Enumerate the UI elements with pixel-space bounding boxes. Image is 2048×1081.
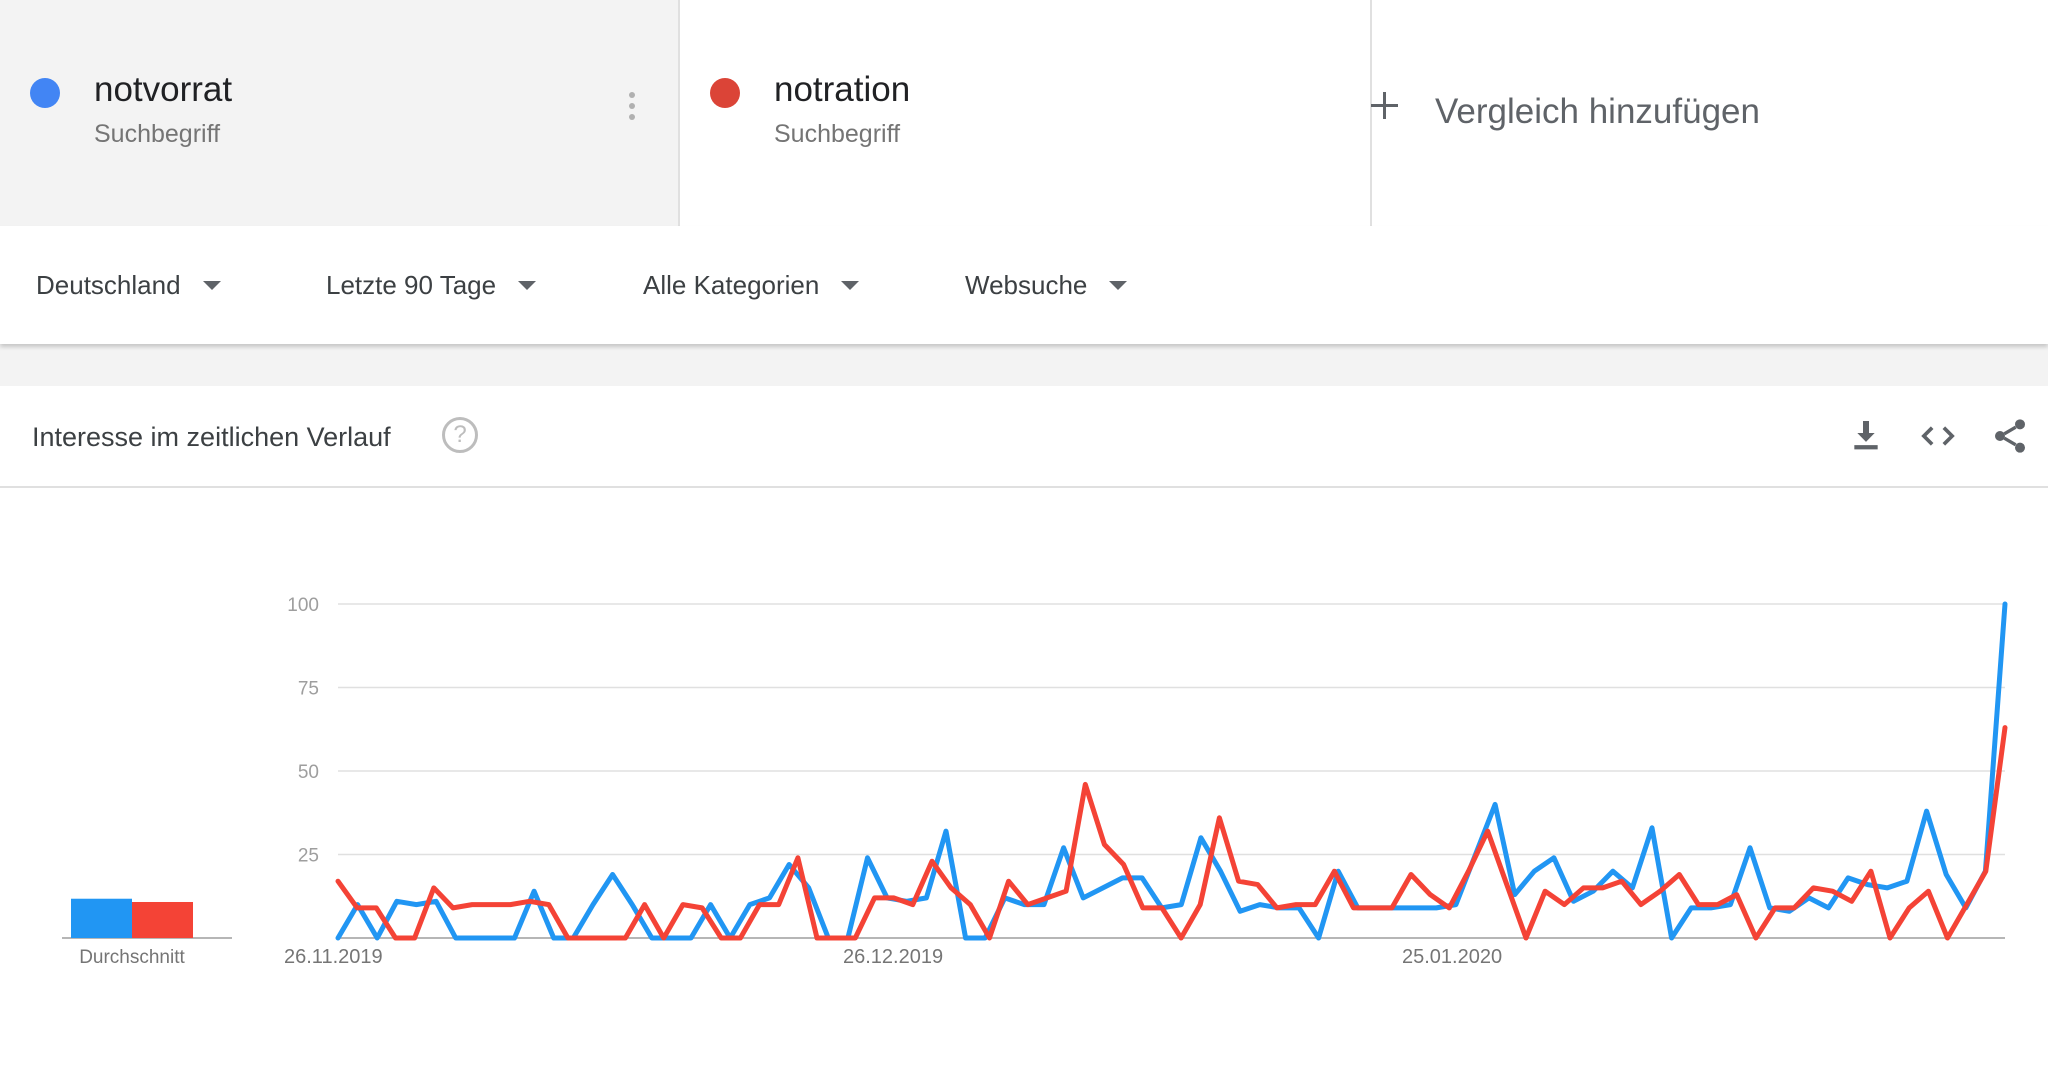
y-tick-label: 75 [298, 679, 319, 700]
y-tick-label: 100 [287, 595, 319, 616]
category-filter-label: Alle Kategorien [643, 270, 820, 300]
line-chart: 100 75 50 25 26.11.2019 26.12.2019 25.01.2020 D… [62, 595, 2008, 968]
widget-title: Interesse im zeitlichen Verlauf [32, 422, 391, 452]
section-separator [0, 344, 2048, 386]
x-date-label: 25.01.2020 [1402, 946, 1502, 968]
term-name[interactable]: notration [774, 70, 911, 109]
filter-bar: Deutschland Letzte 90 Tage Alle Kategori… [0, 226, 2048, 344]
term-subtitle: Suchbegriff [774, 120, 901, 148]
dropdown-arrow-icon [202, 281, 221, 290]
term-card-notration[interactable]: notration Suchbegriff [680, 0, 1372, 226]
term-card-notvorrat[interactable]: notvorrat Suchbegriff [0, 0, 680, 226]
dropdown-arrow-icon [841, 281, 860, 290]
y-tick-label: 50 [298, 762, 319, 783]
term-color-dot-blue [30, 78, 60, 108]
average-bar [71, 898, 132, 938]
average-label: Durchschnitt [79, 947, 185, 968]
share-icon[interactable] [1990, 416, 2030, 456]
y-tick-label: 25 [298, 846, 319, 867]
embed-icon[interactable] [1918, 416, 1958, 456]
search-type-filter-dropdown[interactable]: Websuche [965, 270, 1128, 301]
interest-over-time-widget: Interesse im zeitlichen Verlauf ? 100 75 5… [0, 386, 2048, 1081]
term-color-dot-red [710, 78, 740, 108]
term-name[interactable]: notvorrat [94, 70, 233, 109]
help-icon[interactable]: ? [442, 417, 478, 453]
category-filter-dropdown[interactable]: Alle Kategorien [643, 270, 860, 301]
compare-terms-bar: notvorrat Suchbegriff notration Suchbegr… [0, 0, 2048, 226]
series-line-notvorrat [335, 601, 2008, 941]
search-type-filter-label: Websuche [965, 270, 1088, 300]
term-subtitle: Suchbegriff [94, 120, 221, 148]
region-filter-label: Deutschland [36, 270, 181, 300]
dropdown-arrow-icon [1109, 281, 1128, 290]
period-filter-dropdown[interactable]: Letzte 90 Tage [326, 270, 537, 301]
add-comparison-label[interactable]: Vergleich hinzufügen [1435, 92, 1760, 131]
widget-header: Interesse im zeitlichen Verlauf ? [0, 386, 2048, 488]
x-date-label: 26.12.2019 [843, 946, 943, 968]
interest-chart: 100 75 50 25 26.11.2019 26.12.2019 25.01.2020 D… [0, 488, 2048, 1081]
region-filter-dropdown[interactable]: Deutschland [36, 270, 221, 301]
plus-icon[interactable] [1367, 88, 1401, 122]
period-filter-label: Letzte 90 Tage [326, 270, 497, 300]
dropdown-arrow-icon [518, 281, 537, 290]
average-bar [132, 901, 193, 938]
x-date-label: 26.11.2019 [284, 946, 383, 968]
more-options-icon[interactable] [622, 92, 642, 128]
add-comparison-card[interactable]: Vergleich hinzufügen [1371, 0, 2048, 226]
series-line-notration [335, 725, 2008, 941]
download-icon[interactable] [1846, 416, 1886, 456]
